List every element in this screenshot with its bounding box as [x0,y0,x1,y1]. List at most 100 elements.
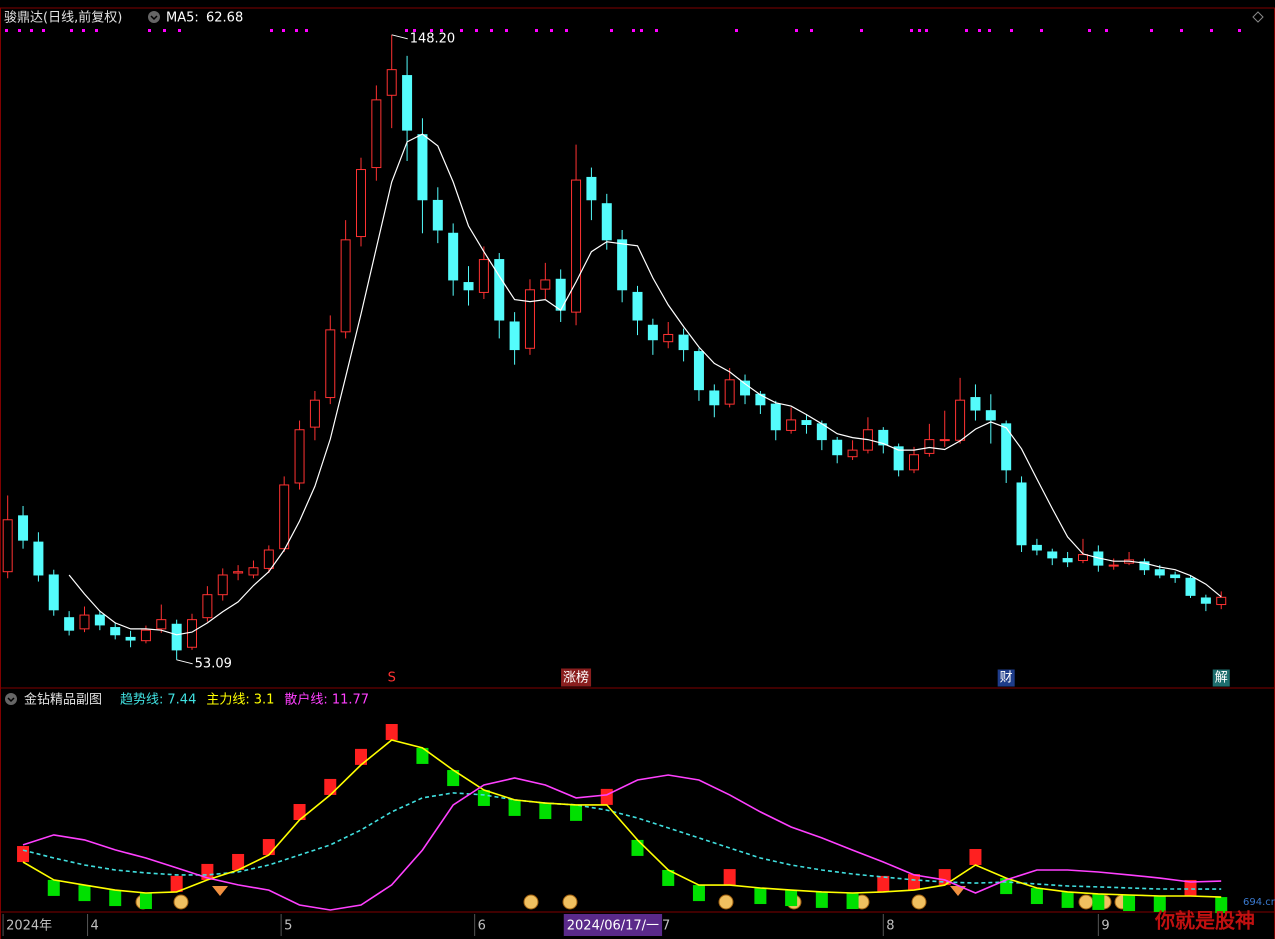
candle-body [371,99,382,169]
candle-body [402,75,413,131]
money-bag-icon [718,894,734,910]
event-label: 涨榜 [563,670,589,686]
signal-dot [30,29,33,32]
signal-dot [640,29,643,32]
signal-dot [1180,29,1183,32]
signal-dot [1105,29,1108,32]
force-bar [416,747,429,764]
indicator-line [22,774,1222,911]
legend-value: 3.1 [254,693,275,708]
signal-dot [565,29,568,32]
force-bar [570,804,583,821]
candle-body [494,259,505,321]
money-bag-icon [1078,894,1094,910]
candle-body [647,324,658,341]
candle-body [1200,597,1211,604]
event-label: 财 [1000,671,1013,686]
force-bar [785,890,798,907]
candle-body [294,429,305,484]
watermark: 你就是股神 [1154,909,1255,933]
force-bar [293,804,306,821]
force-bar [78,885,91,902]
signal-dot [655,29,658,32]
annotation-label: 148.20 [410,31,456,46]
signal-dot [965,29,968,32]
signal-dot [295,29,298,32]
candle-body [586,176,597,201]
legend-value: 7.44 [167,693,196,708]
candle-body [878,429,889,446]
stock-title: 骏鼎达(日线,前复权) [4,10,122,26]
force-bar [324,778,337,795]
candle-body [909,454,920,471]
signal-dot [440,29,443,32]
force-bar [47,879,60,896]
candle-body [924,439,935,454]
signal-dot [1238,29,1241,32]
signal-dot [405,29,408,32]
candle-body [1062,558,1073,563]
signal-dot [1010,29,1013,32]
force-bar [754,888,767,905]
legend-name: 趋势线: [120,692,163,708]
x-tick-label: 2024年 [6,919,52,934]
x-tick-label: 7 [662,919,670,934]
force-bar [600,788,613,805]
legend-name: 散户线: [284,692,327,708]
settings-icon[interactable] [148,11,160,23]
candle-body [79,614,90,630]
candle-body [64,617,75,631]
candle-body [233,571,244,574]
candle-body [1016,482,1027,546]
legend-name: 主力线: [206,693,249,708]
signal-dot [413,29,416,32]
force-bar [969,848,982,865]
force-bar [201,863,214,880]
signal-dot [148,29,151,32]
signal-dot [1150,29,1153,32]
candle-body [325,329,336,399]
cursor-badge [563,914,663,936]
signal-dot [505,29,508,32]
x-tick-label: 9 [1101,919,1109,934]
candle-body [187,619,198,648]
annotation-leader [176,659,193,665]
force-bar [354,748,367,765]
candle-body [786,419,797,431]
event-badge [561,668,592,687]
signal-dot [918,29,921,32]
candle-body [18,515,29,541]
signal-dot [460,29,463,32]
watermark-site: 694.cn [1243,897,1275,908]
force-bar [908,874,921,891]
force-bar [662,869,675,886]
candle-body [340,239,351,333]
signal-dot [978,29,981,32]
money-bag-icon [173,894,189,910]
candle-body [709,390,720,406]
candle-body [110,627,121,636]
force-bar [385,724,398,741]
diamond-icon [212,886,228,896]
money-bag-icon [562,894,578,910]
force-bar [1215,897,1228,914]
event-badge [385,669,398,687]
candle-body [571,179,582,313]
candle-body [1185,577,1196,596]
candle-body [48,574,59,611]
expand-icon[interactable] [1252,11,1264,23]
candle-body [355,169,366,238]
candle-body [1216,596,1227,606]
indicator-line [22,792,1222,890]
force-bar [815,891,828,908]
force-bar [262,839,275,856]
candle-body [632,291,643,321]
signal-dot [910,29,913,32]
indicator-title: 金钻精品副图 [24,692,102,708]
candle-body [770,403,781,431]
force-bar [477,789,490,806]
force-bar [17,846,30,863]
indicator-menu-icon[interactable] [5,693,17,705]
diamond-icon [950,886,966,896]
